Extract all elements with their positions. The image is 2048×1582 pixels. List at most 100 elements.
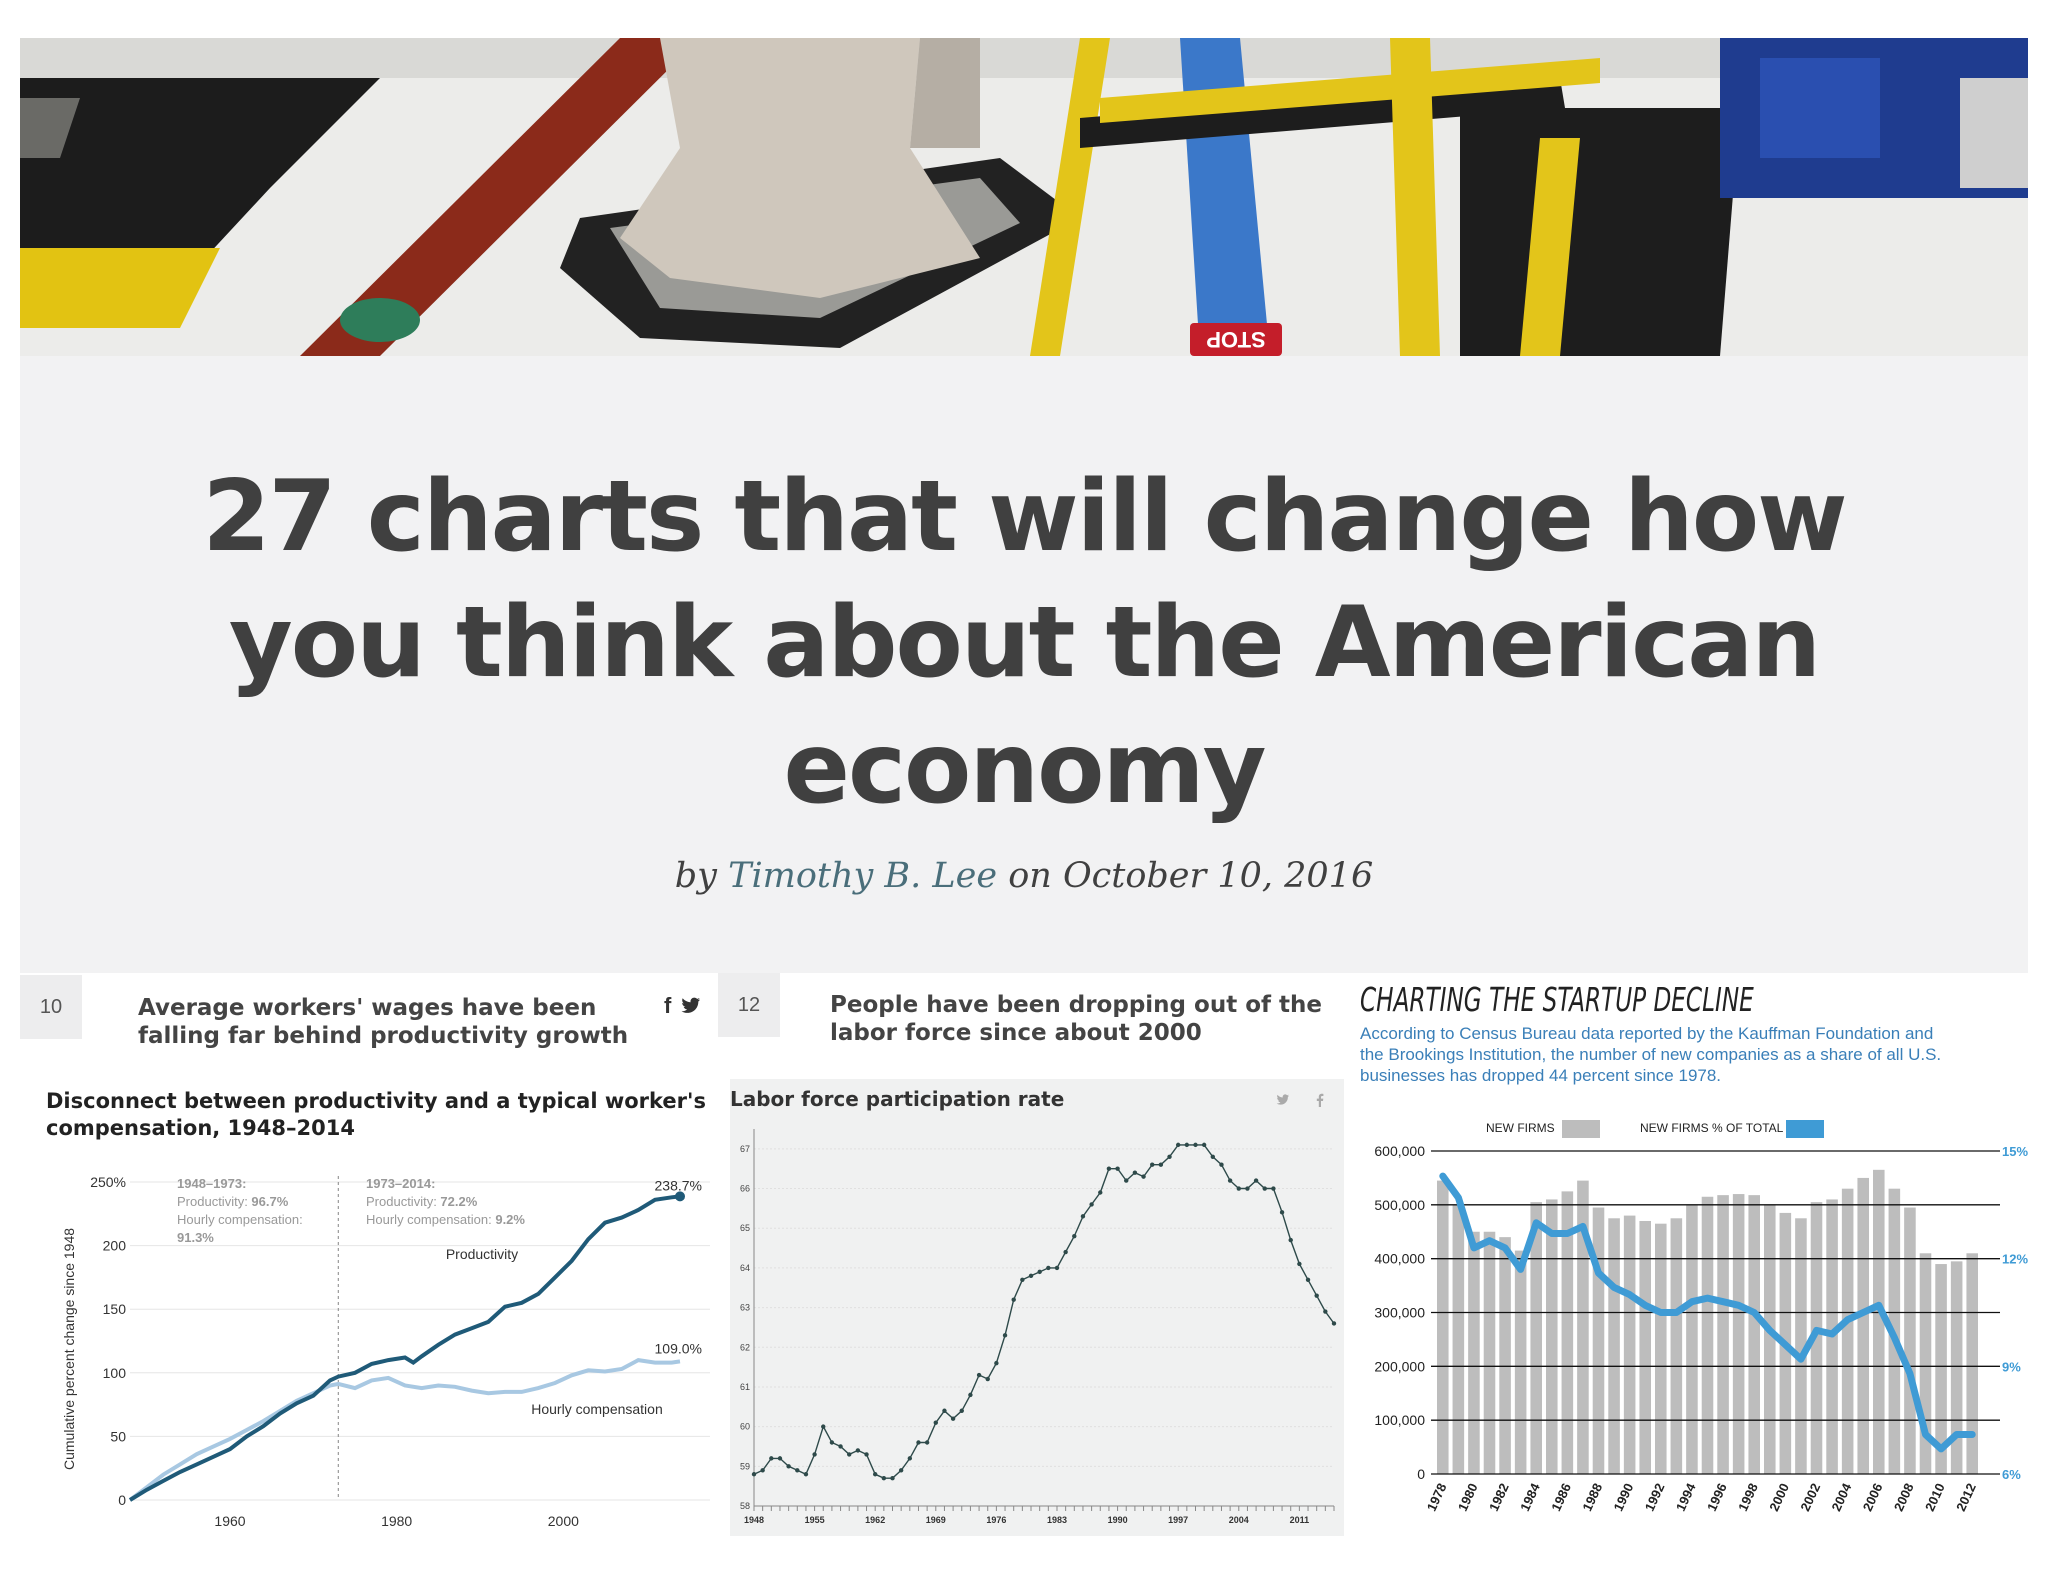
x-tick-label: 1986 bbox=[1548, 1481, 1574, 1514]
annotation-left-comp-label: Hourly compensation: bbox=[177, 1212, 303, 1227]
x-tick-label: 1983 bbox=[1047, 1515, 1067, 1525]
data-point bbox=[795, 1468, 800, 1473]
data-point bbox=[1184, 1142, 1190, 1148]
twitter-icon[interactable] bbox=[1276, 1094, 1290, 1106]
author-link[interactable]: Timothy B. Lee bbox=[728, 856, 998, 896]
x-tick-label: 1988 bbox=[1579, 1481, 1605, 1514]
panel2-headline-line1: People have been dropping out of the bbox=[830, 992, 1322, 1018]
x-tick-label: 1980 bbox=[381, 1513, 412, 1529]
data-point bbox=[1323, 1309, 1328, 1314]
data-point bbox=[1106, 1166, 1112, 1171]
data-point bbox=[1072, 1233, 1077, 1239]
twitter-icon[interactable] bbox=[681, 997, 701, 1015]
y-tick-label: 200,000 bbox=[1374, 1358, 1425, 1374]
data-point bbox=[786, 1464, 791, 1469]
svg-text:Productivity: 96.7%: Productivity: 96.7% bbox=[177, 1194, 289, 1209]
data-point bbox=[1279, 1210, 1285, 1215]
x-tick-label: 1978 bbox=[1424, 1481, 1450, 1514]
bar-new-firms bbox=[1764, 1204, 1776, 1474]
data-point bbox=[1098, 1190, 1103, 1195]
y-tick-label: 67 bbox=[740, 1144, 750, 1154]
byline-prefix: by bbox=[674, 856, 717, 896]
y-tick-label: 65 bbox=[740, 1223, 750, 1233]
data-point bbox=[1314, 1293, 1319, 1298]
data-point bbox=[1219, 1162, 1224, 1167]
lfpr-chart: 67 66 65 64 63 62 61 60 59 58 1948 1955 1962 1969 197… bbox=[740, 1129, 1337, 1525]
x-tick-label: 1960 bbox=[214, 1513, 245, 1529]
annotation-left-prod-value: 96.7% bbox=[251, 1194, 288, 1209]
panel1-chart-subtitle: Disconnect between productivity and a ty… bbox=[46, 1088, 706, 1142]
bar-new-firms bbox=[1748, 1195, 1760, 1474]
data-point bbox=[829, 1440, 835, 1445]
series-line-lfpr bbox=[753, 1144, 1335, 1479]
data-point bbox=[1020, 1277, 1025, 1282]
data-point bbox=[1063, 1249, 1068, 1255]
bar-new-firms bbox=[1904, 1207, 1916, 1474]
byline: by Timothy B. Lee on October 10, 2016 bbox=[20, 856, 2028, 896]
bar-new-firms bbox=[1530, 1202, 1542, 1474]
startup-chart: NEW FIRMS NEW FIRMS % OF TOTAL 600,000 50… bbox=[1374, 1120, 2028, 1514]
y-tick-label: 300,000 bbox=[1374, 1305, 1425, 1321]
series-line-productivity bbox=[128, 1194, 681, 1502]
data-point bbox=[1262, 1186, 1267, 1191]
data-point bbox=[777, 1456, 783, 1461]
legend-swatch-new-firms bbox=[1562, 1120, 1600, 1138]
panel1-headline-line2: falling far behind productivity growth bbox=[138, 1023, 629, 1049]
y-tick-label: 58 bbox=[740, 1501, 750, 1511]
bar-new-firms bbox=[1686, 1204, 1698, 1474]
x-tick-label: 1976 bbox=[986, 1515, 1006, 1525]
x-tick-label: 2002 bbox=[1797, 1481, 1823, 1514]
bar-new-firms bbox=[1717, 1195, 1729, 1474]
data-point bbox=[1288, 1237, 1293, 1243]
productivity-end-marker bbox=[675, 1191, 685, 1202]
bar-new-firms bbox=[1561, 1191, 1574, 1474]
annotation-left-head: 1948–1973: bbox=[177, 1176, 246, 1191]
legend-new-firms: NEW FIRMS bbox=[1486, 1121, 1555, 1135]
facebook-icon[interactable] bbox=[1316, 1093, 1324, 1107]
data-point bbox=[1124, 1178, 1129, 1183]
data-point bbox=[1253, 1178, 1259, 1183]
data-point bbox=[838, 1444, 843, 1449]
x-tick-label: 2010 bbox=[1922, 1481, 1948, 1514]
x-tick-label: 1998 bbox=[1735, 1481, 1761, 1514]
bar-new-firms bbox=[1608, 1218, 1620, 1474]
data-point bbox=[1141, 1174, 1146, 1179]
hero-illustration: STOP bbox=[20, 38, 2028, 356]
series-label-hourly-compensation: Hourly compensation bbox=[531, 1401, 663, 1417]
panel1-subtitle-line1: Disconnect between productivity and a ty… bbox=[46, 1089, 706, 1113]
chart-legend: NEW FIRMS NEW FIRMS % OF TOTAL bbox=[1486, 1120, 1824, 1138]
article-header: 27 charts that will change how you think… bbox=[20, 356, 2028, 973]
y-tick-label: 61 bbox=[740, 1382, 750, 1392]
data-point bbox=[760, 1468, 765, 1473]
lfpr-chart-title: Labor force participation rate bbox=[730, 1087, 1065, 1111]
x-tick-label: 1994 bbox=[1673, 1480, 1699, 1513]
legend-new-firms-pct: NEW FIRMS % OF TOTAL bbox=[1640, 1121, 1784, 1135]
y-tick-label: 64 bbox=[740, 1263, 750, 1273]
bar-new-firms bbox=[1546, 1199, 1558, 1474]
hero-photo: STOP bbox=[20, 38, 2028, 356]
x-tick-label: 1969 bbox=[926, 1515, 946, 1525]
bar-new-firms bbox=[1655, 1223, 1667, 1474]
y2-tick-label: 15% bbox=[2002, 1144, 2028, 1159]
data-point bbox=[812, 1452, 817, 1457]
data-point bbox=[994, 1360, 999, 1366]
series-line-hourly-compensation bbox=[128, 1358, 681, 1502]
bar-new-firms bbox=[1514, 1250, 1527, 1474]
data-point bbox=[1331, 1321, 1337, 1326]
data-point bbox=[1054, 1265, 1060, 1271]
productivity-end-label: 238.7% bbox=[655, 1177, 702, 1193]
x-tick-label: 2012 bbox=[1953, 1481, 1979, 1514]
facebook-icon[interactable]: f bbox=[664, 993, 672, 1018]
data-point bbox=[1210, 1154, 1216, 1159]
data-point bbox=[968, 1392, 973, 1398]
bar-new-firms bbox=[1623, 1215, 1636, 1474]
y-tick-label: 59 bbox=[740, 1461, 750, 1471]
startup-chart-title: CHARTING THE STARTUP DECLINE bbox=[1360, 980, 1754, 1019]
x-tick-label: 1990 bbox=[1611, 1481, 1637, 1514]
y-tick-label: 0 bbox=[1417, 1466, 1425, 1482]
bar-new-firms bbox=[1577, 1180, 1589, 1474]
y2-tick-label: 6% bbox=[2002, 1467, 2021, 1482]
y-tick-label: 50 bbox=[110, 1428, 126, 1444]
data-point bbox=[803, 1472, 809, 1477]
data-point bbox=[1175, 1142, 1181, 1148]
